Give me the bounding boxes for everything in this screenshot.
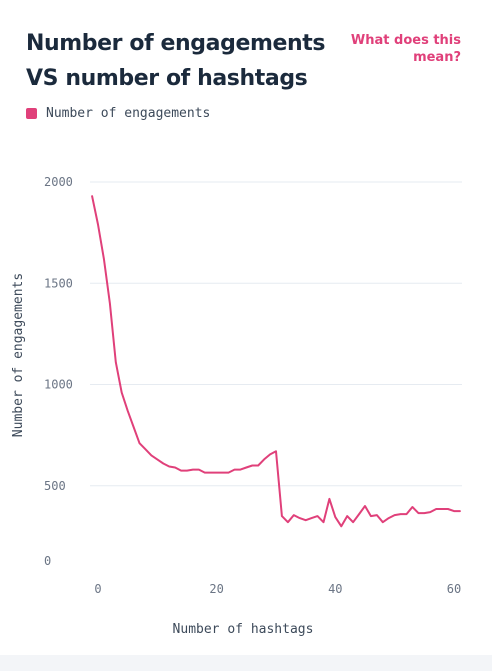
data-point[interactable] bbox=[321, 520, 326, 525]
data-point[interactable] bbox=[90, 194, 95, 199]
data-point[interactable] bbox=[345, 514, 350, 519]
data-point[interactable] bbox=[446, 507, 451, 512]
data-point[interactable] bbox=[119, 390, 124, 395]
y-tick-label-0: 0 bbox=[44, 554, 51, 568]
data-point[interactable] bbox=[173, 465, 178, 470]
chart-card bbox=[0, 0, 492, 655]
data-point[interactable] bbox=[214, 470, 219, 475]
chart-title: Number of engagements VS number of hasht… bbox=[26, 26, 326, 96]
what-does-this-mean-link[interactable]: What does this mean? bbox=[350, 33, 461, 65]
data-point[interactable] bbox=[196, 467, 201, 472]
data-point[interactable] bbox=[226, 470, 231, 475]
data-point[interactable] bbox=[398, 512, 403, 517]
x-tick-label-60: 60 bbox=[447, 582, 461, 596]
data-point[interactable] bbox=[363, 504, 368, 509]
data-point[interactable] bbox=[208, 470, 213, 475]
y-tick-label-500: 500 bbox=[44, 479, 66, 493]
series-layer bbox=[90, 194, 462, 529]
data-point[interactable] bbox=[452, 509, 457, 514]
data-point[interactable] bbox=[386, 516, 391, 521]
data-point[interactable] bbox=[440, 507, 445, 512]
data-point[interactable] bbox=[220, 470, 225, 475]
footer-band bbox=[0, 655, 492, 671]
data-point[interactable] bbox=[161, 461, 166, 466]
data-point[interactable] bbox=[404, 512, 409, 517]
y-axis-tick-labels: 0 500 1000 1500 2000 bbox=[44, 175, 73, 568]
y-axis-title: Number of engagements bbox=[11, 273, 26, 437]
data-point[interactable] bbox=[125, 408, 130, 413]
data-point[interactable] bbox=[113, 360, 118, 365]
data-point[interactable] bbox=[179, 468, 184, 473]
data-point[interactable] bbox=[291, 513, 296, 518]
data-point[interactable] bbox=[374, 513, 379, 518]
data-point[interactable] bbox=[392, 513, 397, 518]
data-point[interactable] bbox=[274, 449, 279, 454]
data-point[interactable] bbox=[155, 457, 160, 462]
data-point[interactable] bbox=[238, 467, 243, 472]
data-point[interactable] bbox=[262, 457, 267, 462]
y-tick-label-1500: 1500 bbox=[44, 276, 73, 290]
data-point[interactable] bbox=[434, 507, 439, 512]
data-point[interactable] bbox=[309, 516, 314, 521]
y-tick-label-1000: 1000 bbox=[44, 378, 73, 392]
data-point[interactable] bbox=[149, 453, 154, 458]
data-point[interactable] bbox=[297, 516, 302, 521]
data-point[interactable] bbox=[279, 514, 284, 519]
data-point[interactable] bbox=[185, 468, 190, 473]
data-point[interactable] bbox=[131, 425, 136, 430]
data-point[interactable] bbox=[232, 467, 237, 472]
data-point[interactable] bbox=[143, 447, 148, 452]
data-point[interactable] bbox=[315, 514, 320, 519]
data-point[interactable] bbox=[368, 514, 373, 519]
data-point[interactable] bbox=[457, 509, 462, 514]
data-point[interactable] bbox=[190, 467, 195, 472]
data-point[interactable] bbox=[137, 441, 142, 446]
x-tick-label-20: 20 bbox=[209, 582, 223, 596]
data-point[interactable] bbox=[422, 511, 427, 516]
x-axis-tick-labels: 0 20 40 60 bbox=[94, 582, 461, 596]
y-tick-label-2000: 2000 bbox=[44, 175, 73, 189]
data-point[interactable] bbox=[256, 463, 261, 468]
data-point[interactable] bbox=[339, 524, 344, 529]
data-point[interactable] bbox=[410, 505, 415, 510]
series-line-0 bbox=[91, 195, 461, 528]
x-axis-title: Number of hashtags bbox=[173, 622, 314, 637]
data-point[interactable] bbox=[96, 222, 101, 227]
data-point[interactable] bbox=[380, 520, 385, 525]
data-point[interactable] bbox=[285, 520, 290, 525]
data-point[interactable] bbox=[101, 256, 106, 261]
data-point[interactable] bbox=[244, 465, 249, 470]
chart-title-line-1: Number of engagements bbox=[26, 31, 326, 56]
data-point[interactable] bbox=[416, 511, 421, 516]
data-point[interactable] bbox=[428, 510, 433, 515]
data-point[interactable] bbox=[107, 301, 112, 306]
data-point[interactable] bbox=[202, 470, 207, 475]
x-tick-label-40: 40 bbox=[328, 582, 342, 596]
data-point[interactable] bbox=[333, 515, 338, 520]
data-point[interactable] bbox=[327, 496, 332, 501]
legend-swatch bbox=[26, 108, 37, 119]
data-point[interactable] bbox=[351, 520, 356, 525]
data-point[interactable] bbox=[357, 512, 362, 517]
data-point[interactable] bbox=[167, 464, 172, 469]
chart-title-line-2: VS number of hashtags bbox=[26, 66, 308, 91]
grid-lines bbox=[90, 181, 462, 487]
x-tick-label-0: 0 bbox=[94, 582, 101, 596]
legend-label: Number of engagements bbox=[46, 106, 211, 121]
data-point[interactable] bbox=[268, 452, 273, 457]
data-point[interactable] bbox=[303, 518, 308, 523]
data-point[interactable] bbox=[250, 463, 255, 468]
legend-item[interactable]: Number of engagements bbox=[26, 106, 210, 121]
